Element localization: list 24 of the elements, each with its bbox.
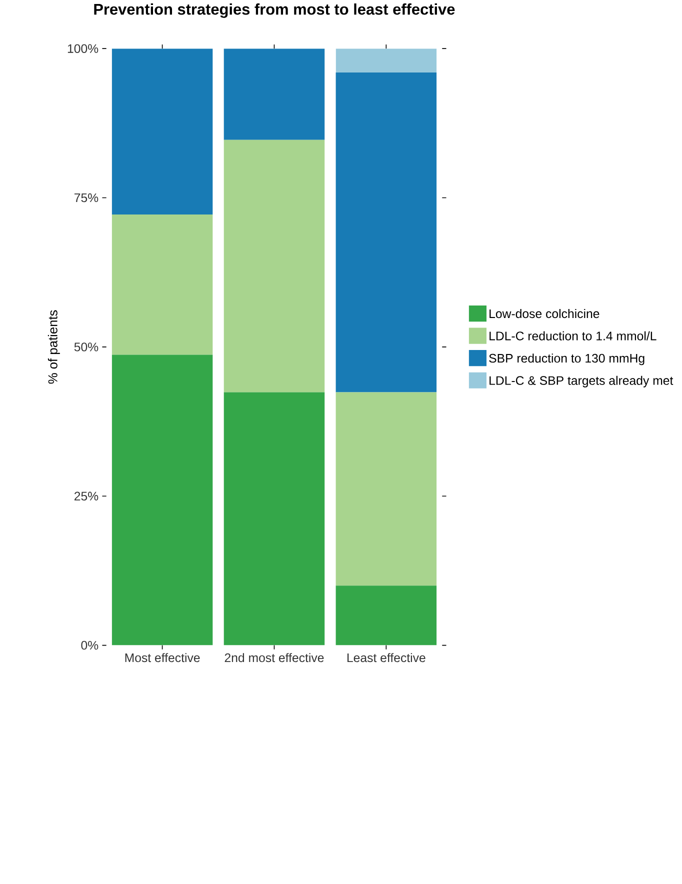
legend-label: SBP reduction to 130 mmHg bbox=[488, 354, 644, 366]
bar bbox=[336, 586, 436, 646]
bar bbox=[224, 392, 324, 646]
legend-label: LDL-C reduction to 1.4 mmol/L bbox=[489, 331, 656, 340]
y-axis-title: % of patients bbox=[48, 310, 60, 384]
legend-label: LDL-C & SBP targets already met bbox=[489, 376, 673, 388]
x-tick-label: 2nd most effective bbox=[224, 653, 324, 662]
legend-label: Low-dose colchicine bbox=[489, 309, 600, 318]
y-tick-label: 50% bbox=[74, 342, 98, 352]
bar bbox=[336, 392, 436, 586]
y-tick-label: 25% bbox=[74, 492, 98, 500]
bar bbox=[336, 48, 436, 72]
bar bbox=[224, 48, 324, 140]
y-tick-label: 0% bbox=[81, 640, 98, 650]
bar bbox=[112, 214, 212, 355]
bar bbox=[224, 140, 324, 392]
y-tick-label: 100% bbox=[68, 44, 98, 53]
x-tick-label: Least effective bbox=[347, 653, 426, 662]
chart-title: Prevention strategies from most to least effective bbox=[94, 3, 455, 18]
y-tick-label: 75% bbox=[74, 193, 98, 202]
bar bbox=[336, 72, 436, 392]
bar bbox=[112, 354, 212, 646]
bar bbox=[112, 48, 212, 214]
x-tick-label: Most effective bbox=[125, 653, 200, 662]
